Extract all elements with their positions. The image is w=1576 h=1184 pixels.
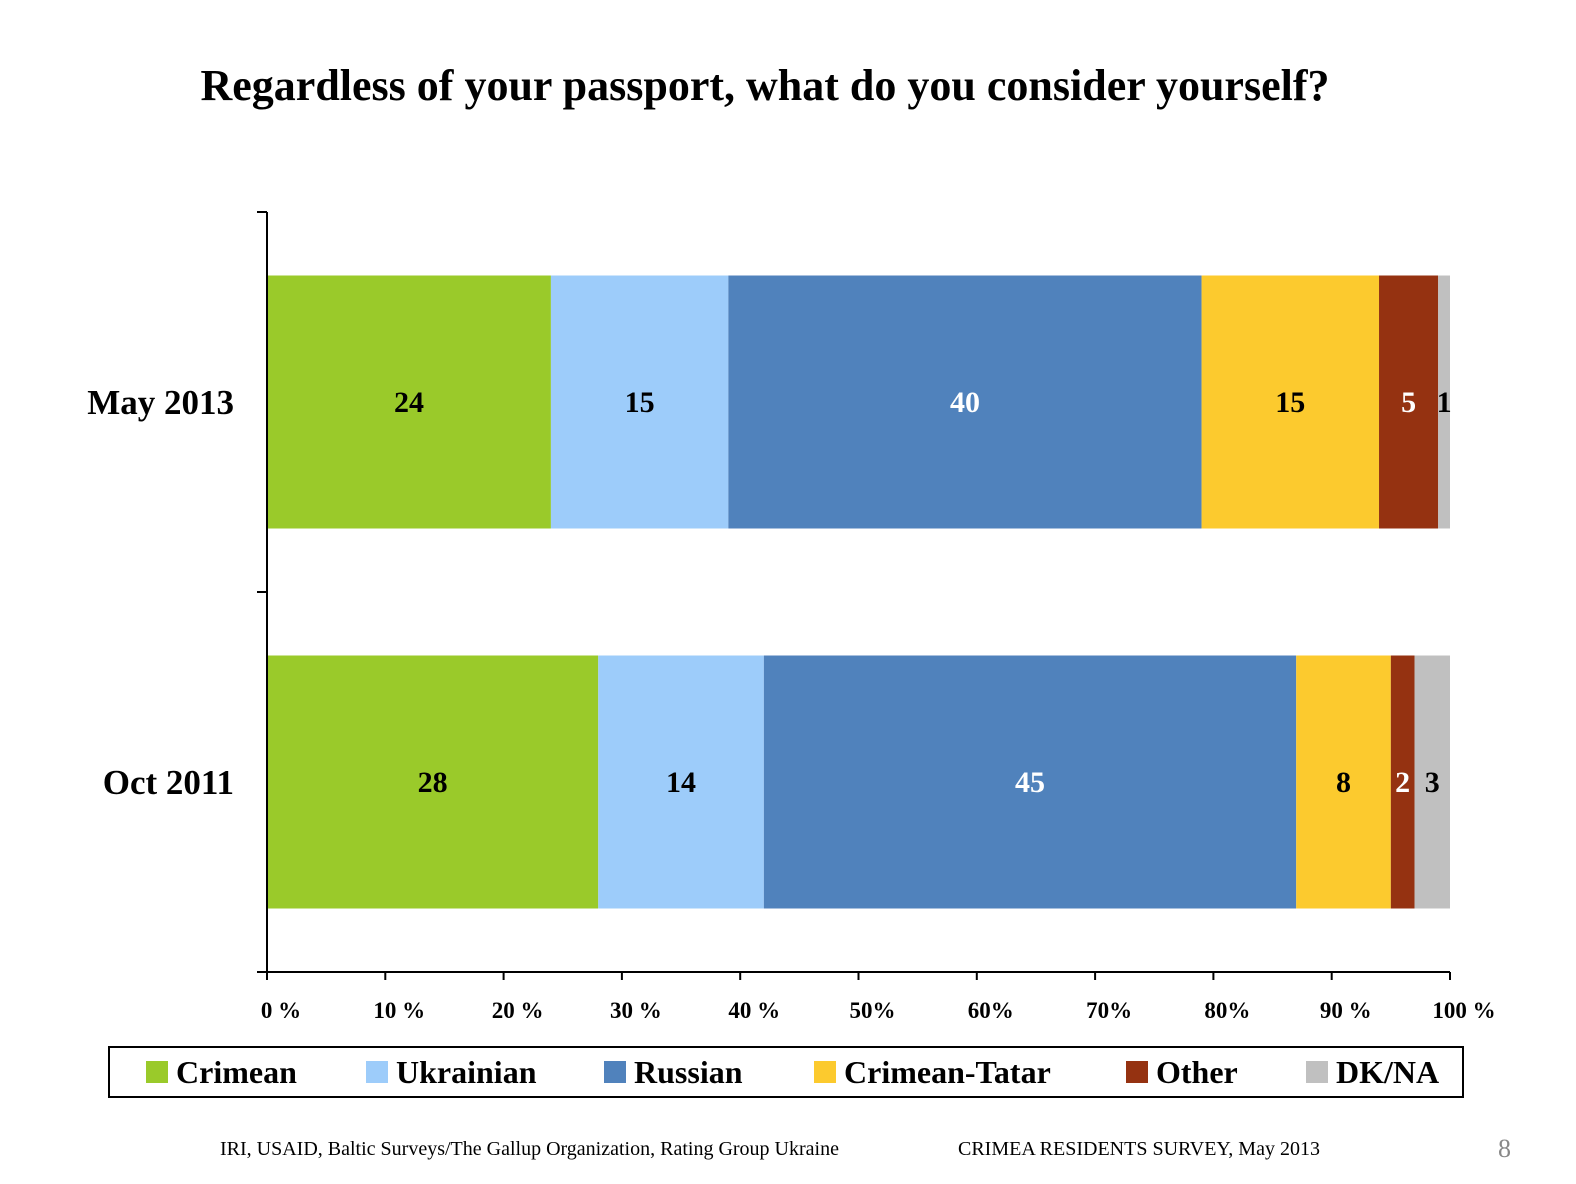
bar-dk-na-oct-2011 [1414, 655, 1450, 909]
bar-ukrainian-oct-2011 [598, 655, 764, 909]
legend-item-ukrainian: Ukrainian [366, 1048, 536, 1096]
bar-crimean-tatar-oct-2011 [1296, 655, 1391, 909]
legend-swatch-other [1126, 1061, 1148, 1083]
x-tick-label-2: 20 % [492, 998, 544, 1023]
x-tick-label-5: 50% [850, 998, 896, 1023]
category-label-oct-2011: Oct 2011 [103, 763, 234, 802]
legend-swatch-crimean-tatar [814, 1061, 836, 1083]
bar-russian-may-2013 [728, 275, 1202, 529]
footer-source: IRI, USAID, Baltic Surveys/The Gallup Or… [220, 1138, 839, 1160]
x-tick-label-7: 70% [1086, 998, 1132, 1023]
legend-item-crimean-tatar: Crimean-Tatar [814, 1048, 1051, 1096]
legend-item-dkna: DK/NA [1306, 1048, 1439, 1096]
data-label-ukrainian-may-2013: 15 [625, 386, 655, 419]
x-tick-label-6: 60% [968, 998, 1014, 1023]
legend-swatch-ukrainian [366, 1061, 388, 1083]
x-tick-label-1: 10 % [373, 998, 425, 1023]
legend-label-crimean: Crimean [176, 1053, 297, 1090]
page-number: 8 [1498, 1134, 1511, 1163]
category-label-may-2013: May 2013 [87, 383, 234, 422]
bar-crimean-may-2013 [267, 275, 551, 529]
data-label-russian-oct-2011: 45 [1015, 766, 1045, 799]
legend-item-crimean: Crimean [146, 1048, 297, 1096]
legend-label-russian: Russian [634, 1053, 743, 1090]
axis-layer: May 2013 Oct 2011 0 % 10 % 20 % 30 % 40 % 50% 60… [87, 211, 1496, 1023]
data-label-ukrainian-oct-2011: 14 [666, 766, 696, 799]
bar-crimean-oct-2011 [267, 655, 599, 909]
legend: Crimean Ukrainian Russian Crimean-Tatar … [108, 1046, 1464, 1098]
legend-swatch-russian [604, 1061, 626, 1083]
x-tick-label-8: 80% [1204, 998, 1250, 1023]
legend-label-dkna: DK/NA [1336, 1053, 1440, 1090]
data-label-russian-may-2013: 40 [950, 386, 980, 419]
x-tick-label-4: 40 % [728, 998, 780, 1023]
data-label-dk-na-may-2013: 1 [1437, 386, 1452, 419]
data-label-other-may-2013: 5 [1401, 386, 1416, 419]
x-tick-label-3: 30 % [610, 998, 662, 1023]
bar-other-oct-2011 [1390, 655, 1415, 909]
bar-dk-na-may-2013 [1438, 275, 1450, 529]
legend-swatch-crimean [146, 1061, 168, 1083]
data-label-crimean-oct-2011: 28 [418, 766, 448, 799]
bars-layer: 24 15 40 15 5 1 28 14 45 8 2 3 [267, 275, 1452, 909]
bar-crimean-tatar-may-2013 [1201, 275, 1380, 529]
footer-survey: CRIMEA RESIDENTS SURVEY, May 2013 [958, 1138, 1320, 1160]
data-label-crimean-tatar-oct-2011: 8 [1336, 766, 1351, 799]
x-tick-label-9: 90 % [1320, 998, 1372, 1023]
legend-item-russian: Russian [604, 1048, 743, 1096]
data-label-crimean-tatar-may-2013: 15 [1275, 386, 1305, 419]
chart-title: Regardless of your passport, what do you… [200, 61, 1330, 110]
bar-other-may-2013 [1379, 275, 1439, 529]
legend-label-crimean-tatar: Crimean-Tatar [844, 1053, 1051, 1090]
bar-russian-oct-2011 [763, 655, 1297, 909]
x-tick-label-10: 100 % [1432, 998, 1495, 1023]
bar-ukrainian-may-2013 [550, 275, 729, 529]
legend-item-other: Other [1126, 1048, 1238, 1096]
legend-label-ukrainian: Ukrainian [396, 1053, 537, 1090]
data-label-other-oct-2011: 2 [1395, 766, 1410, 799]
legend-label-other: Other [1156, 1053, 1238, 1090]
data-label-crimean-may-2013: 24 [394, 386, 424, 419]
legend-swatch-dkna [1306, 1061, 1328, 1083]
x-tick-label-0: 0 % [261, 998, 301, 1023]
data-label-dk-na-oct-2011: 3 [1425, 766, 1440, 799]
